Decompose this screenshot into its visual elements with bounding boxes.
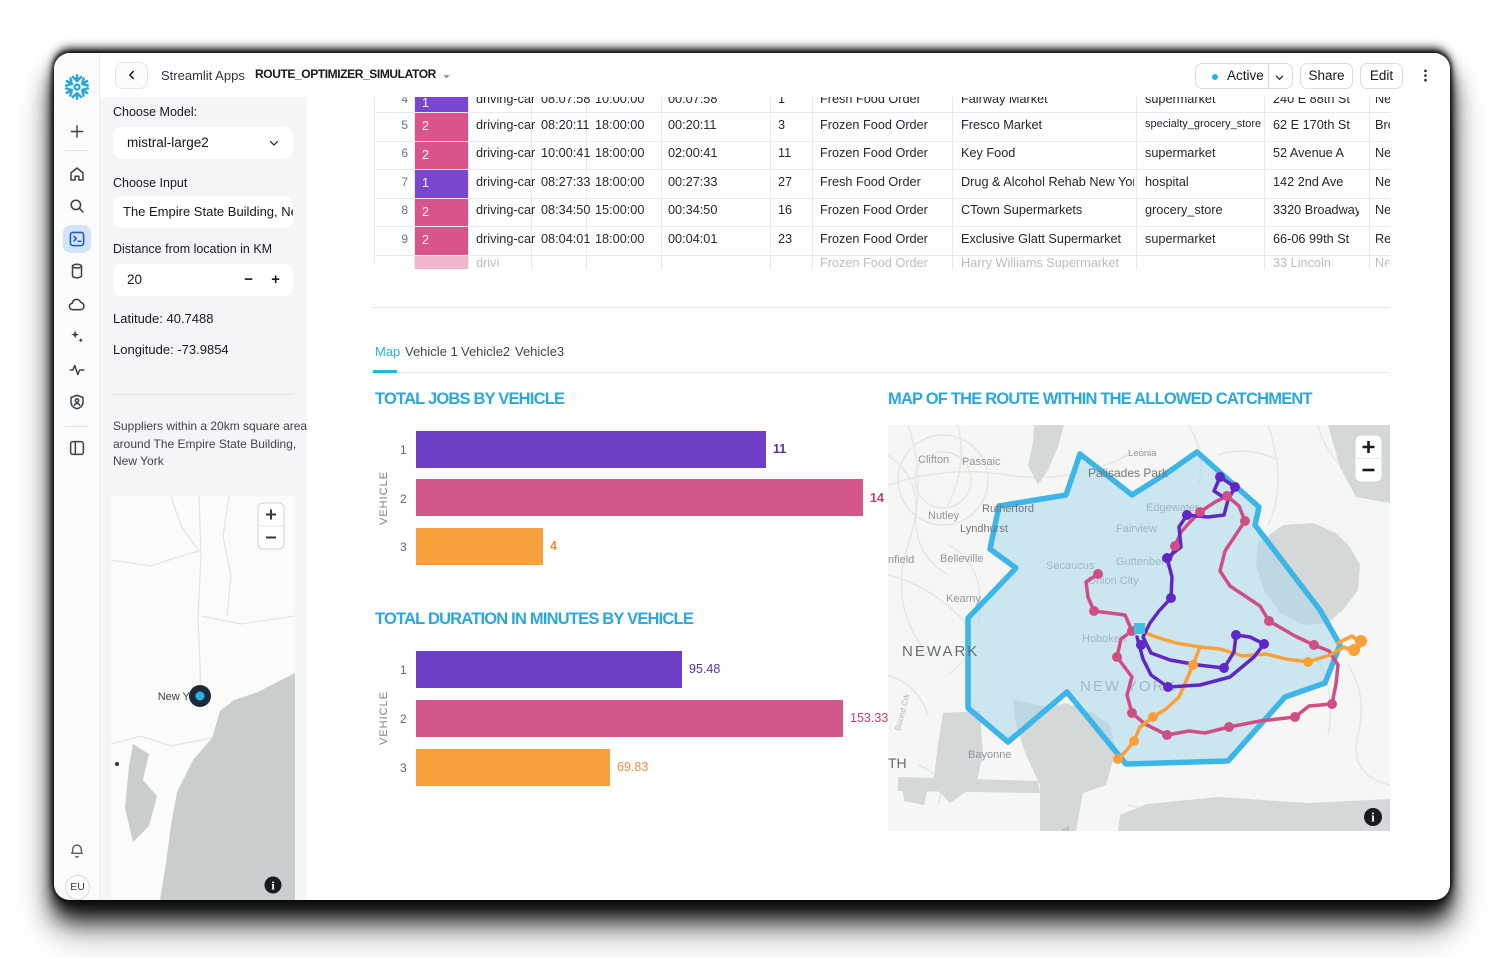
svg-text:Bayonne: Bayonne bbox=[968, 749, 1011, 761]
svg-text:The Narrows: The Narrows bbox=[1060, 826, 1079, 831]
svg-text:Palisades Park: Palisades Park bbox=[1088, 466, 1169, 480]
svg-text:TH: TH bbox=[888, 755, 907, 771]
svg-text:Kearny: Kearny bbox=[946, 593, 981, 605]
svg-text:Belleville: Belleville bbox=[940, 553, 983, 565]
svg-text:Bound Crk: Bound Crk bbox=[893, 692, 912, 732]
svg-text:NEWARK: NEWARK bbox=[902, 643, 979, 660]
svg-text:Fairview: Fairview bbox=[1116, 523, 1157, 535]
svg-text:Leonia: Leonia bbox=[1128, 448, 1157, 459]
svg-text:Rutherford: Rutherford bbox=[982, 503, 1034, 515]
svg-text:nfield: nfield bbox=[888, 554, 914, 566]
svg-text:i: i bbox=[1371, 811, 1375, 825]
svg-text:i: i bbox=[271, 879, 275, 893]
svg-text:Clifton: Clifton bbox=[918, 454, 949, 466]
svg-text:Lyndhurst: Lyndhurst bbox=[960, 523, 1008, 535]
svg-text:Secaucus: Secaucus bbox=[1046, 560, 1095, 572]
svg-text:New Yo: New Yo bbox=[158, 691, 195, 703]
svg-text:Guttenberg: Guttenberg bbox=[1116, 556, 1171, 568]
svg-text:Hoboken: Hoboken bbox=[1082, 633, 1126, 645]
svg-text:Passaic: Passaic bbox=[962, 456, 1001, 468]
svg-text:Nutley: Nutley bbox=[928, 510, 960, 522]
